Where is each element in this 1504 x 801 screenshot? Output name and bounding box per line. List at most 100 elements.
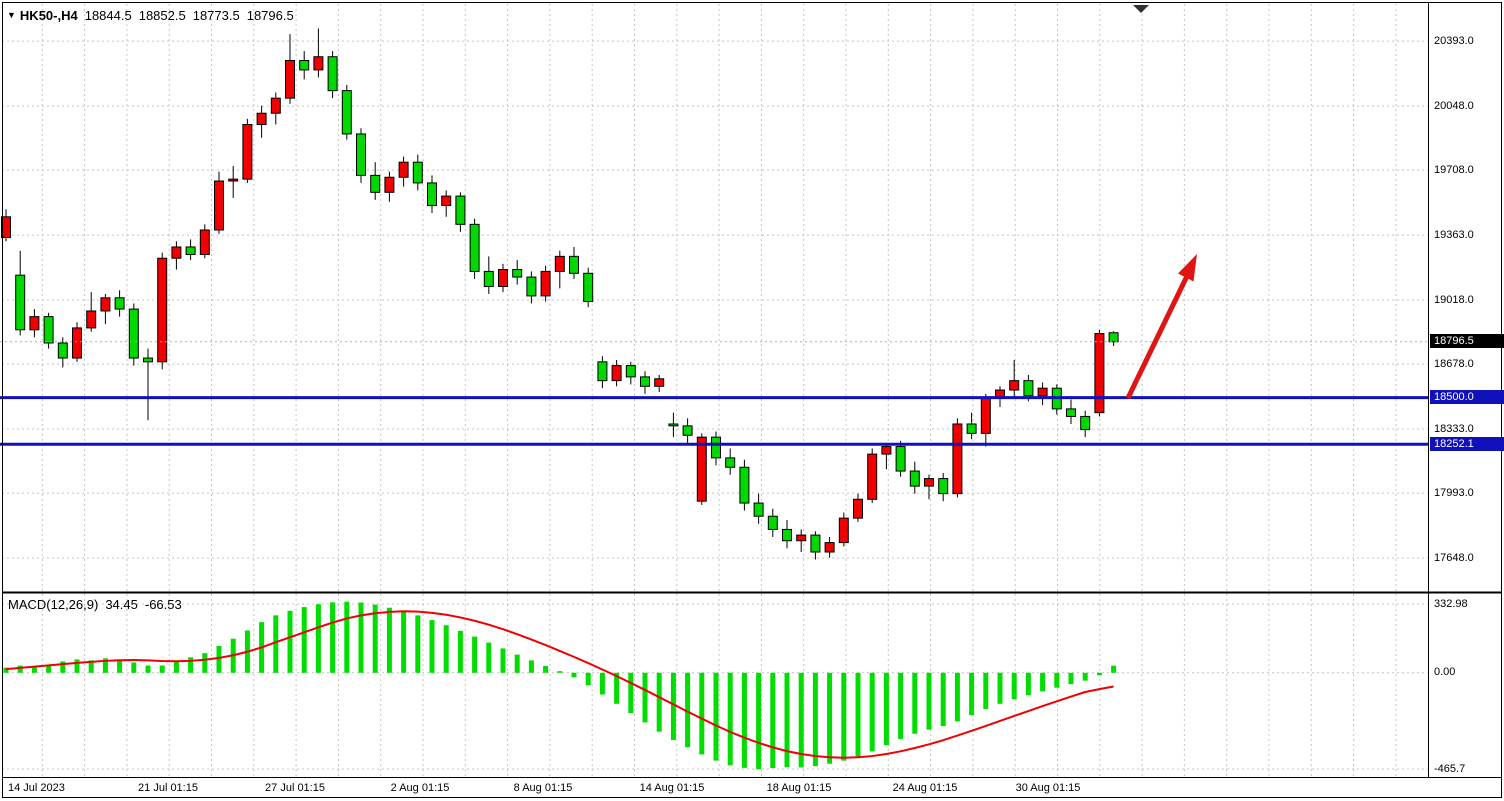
candle-bear: [569, 255, 579, 274]
candle-bull: [214, 180, 224, 231]
candle-bull: [554, 255, 565, 272]
candle-bear: [1066, 408, 1076, 417]
time-axis-label: 27 Jul 01:15: [265, 782, 325, 794]
macd-histogram-bar: [543, 665, 549, 673]
candle-bull: [838, 517, 849, 544]
macd-axis-label: -465.7: [1434, 762, 1466, 775]
macd-histogram-bar: [17, 665, 23, 673]
candle-bear: [299, 59, 310, 71]
candle-bull: [796, 534, 807, 542]
candle-bear: [1080, 415, 1091, 431]
macd-histogram-bar: [344, 601, 350, 673]
candle-bull: [199, 229, 210, 255]
arrow-shaft: [1125, 272, 1191, 400]
candle-bear: [455, 195, 466, 225]
macd-histogram-bar: [855, 672, 861, 757]
macd-histogram-bar: [827, 672, 833, 764]
price-tag-18500.0[interactable]: 18500.0: [1430, 390, 1504, 405]
grid: [2, 4, 1428, 777]
macd-histogram-bar: [358, 602, 364, 673]
macd-histogram-bar: [969, 672, 975, 716]
candle-bear: [682, 425, 693, 436]
candle-bear: [356, 133, 366, 176]
macd-histogram-bar: [514, 654, 520, 673]
price-tag-18252.1[interactable]: 18252.1: [1430, 436, 1504, 451]
trend-arrow[interactable]: [1125, 254, 1197, 400]
candle-bear: [583, 272, 594, 303]
macd-histogram-bar: [784, 672, 790, 768]
candle-bull: [384, 176, 395, 193]
level-lines[interactable]: [0, 396, 1428, 446]
candle-bull: [1094, 333, 1105, 414]
candle-bear: [412, 161, 423, 184]
candlesticks: [1, 28, 1119, 560]
macd-histogram-bar: [912, 672, 918, 734]
candle-bear: [370, 174, 381, 193]
macd-indicator-label: MACD(12,26,9) 34.45 -66.53: [8, 597, 182, 612]
macd-histogram-bar: [386, 607, 392, 673]
price-axis-label: 20393.0: [1434, 34, 1474, 47]
candle-bull: [29, 316, 40, 331]
macd-histogram-bar: [145, 665, 151, 673]
macd-histogram-bar: [926, 672, 932, 730]
macd-histogram-bar: [983, 672, 989, 709]
candle-bull: [256, 112, 267, 126]
chart-expander-icon[interactable]: ▼: [7, 10, 16, 20]
chart-shift-marker-icon: [1133, 5, 1149, 13]
macd-histogram-bar: [330, 602, 336, 673]
price-axis-label: 17648.0: [1434, 551, 1474, 564]
time-axis-label: 14 Aug 01:15: [639, 782, 705, 794]
candle-bear: [114, 297, 125, 310]
candle-bull: [313, 56, 324, 71]
candle-bull: [228, 178, 239, 182]
candle-bear: [1023, 380, 1034, 397]
candle-bear: [668, 423, 679, 427]
candle-bear: [341, 90, 352, 135]
candle-bear: [327, 56, 338, 92]
macd-histogram-bar: [216, 645, 222, 673]
price-axis-label: 19018.0: [1434, 293, 1474, 306]
price-axis-label: 20048.0: [1434, 99, 1474, 112]
candle-bear: [483, 270, 494, 287]
macd-histogram-bar: [940, 672, 946, 727]
ohlc-high: 18852.5: [138, 8, 186, 23]
macd-histogram-bar: [571, 672, 577, 678]
arrow-head: [1178, 254, 1197, 282]
macd-histogram-bar: [670, 672, 676, 740]
macd-histogram-bar: [131, 662, 137, 673]
macd-histogram-bar: [457, 630, 463, 673]
macd-histogram-bar: [1040, 672, 1046, 692]
candle-bear: [512, 269, 523, 278]
ohlc-close: 18796.5: [246, 8, 294, 23]
macd-histogram-bar: [898, 672, 904, 739]
candle-bear: [725, 457, 736, 468]
candle-bull: [824, 542, 835, 553]
candle-bear: [640, 376, 650, 387]
macd-histogram-bar: [315, 604, 321, 673]
macd-histogram-bar: [770, 672, 776, 769]
candle-bear: [469, 223, 480, 272]
macd-histogram-bar: [443, 625, 449, 673]
macd-histogram-bar: [585, 672, 591, 686]
price-axis-label: 18333.0: [1434, 422, 1474, 435]
candle-bear: [810, 534, 821, 553]
candle-bull: [952, 423, 963, 495]
macd-histogram-bar: [997, 672, 1003, 704]
macd-histogram-bar: [699, 672, 705, 755]
ohlc-low: 18773.5: [192, 8, 240, 23]
macd-histogram-bar: [429, 620, 435, 673]
candle-bull: [881, 446, 892, 455]
time-axis-label: 2 Aug 01:15: [390, 782, 450, 794]
macd-axis-label: 0.00: [1434, 666, 1456, 679]
macd-histogram-bar: [1082, 672, 1088, 681]
candle-bull: [498, 269, 508, 287]
price-tag-18796.5[interactable]: 18796.5: [1430, 334, 1504, 349]
macd-histogram-bar: [202, 653, 208, 673]
macd-histogram-bar: [756, 672, 762, 770]
ohlc-open: 18844.5: [84, 8, 132, 23]
candle-bear: [739, 466, 750, 504]
candle-bull: [1, 216, 11, 239]
